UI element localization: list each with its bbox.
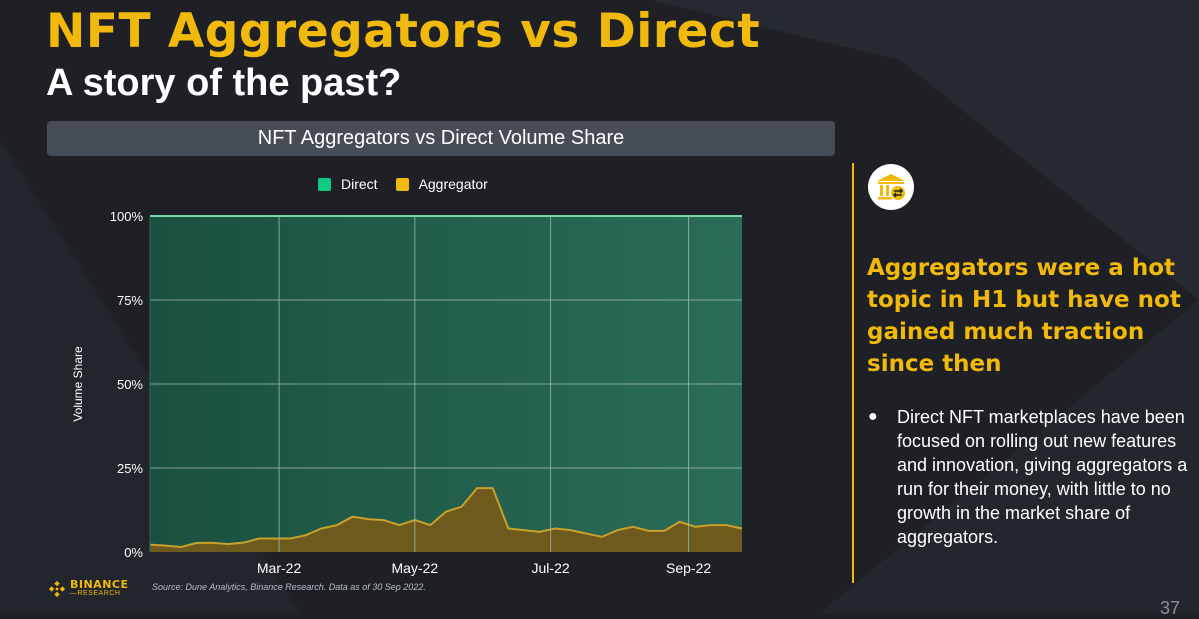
legend-swatch-aggregator (395, 177, 409, 191)
legend-swatch-direct (318, 177, 331, 191)
x-tick-label: Mar-22 (257, 560, 302, 576)
series-line-aggregator (149, 487, 743, 548)
bullet-dot: ● (868, 408, 878, 425)
chart-source-note: Source: Dune Analytics, Binance Research… (152, 582, 426, 592)
legend-item-direct: Direct (318, 176, 378, 192)
legend-label-aggregator: Aggregator (418, 176, 488, 192)
y-tick-label: 25% (117, 461, 143, 476)
y-tick-label: 0% (124, 545, 143, 560)
x-tick-label: Jul-22 (532, 560, 570, 576)
volume-share-chart: 0% 25% 50% 75% 100% Mar-22 May-22 Jul-22 Sep-22 V… (71, 209, 743, 576)
bank-transfer-icon (868, 164, 914, 210)
page-number: 37 (1160, 598, 1181, 618)
y-tick-label: 50% (117, 377, 143, 392)
y-tick-label: 75% (117, 293, 143, 308)
sidebar-headline: Aggregators were a hot topic in H1 but h… (867, 255, 1181, 377)
sidebar-bullet-text: Direct NFT marketplaces have been focuse… (897, 407, 1188, 547)
chart-title: NFT Aggregators vs Direct Volume Share (47, 121, 835, 156)
page-title: NFT Aggregators vs Direct (46, 4, 761, 59)
binance-research-logo: BINANCE —RESEARCH (48, 578, 129, 598)
series-area-direct (150, 216, 742, 547)
sidebar-bullet: ● Direct NFT marketplaces have been focu… (868, 405, 1193, 549)
logo-line2: —RESEARCH (70, 590, 121, 597)
legend-item-aggregator: Aggregator (395, 176, 488, 192)
chart-legend: Direct Aggregator (318, 176, 506, 192)
x-tick-label: May-22 (391, 560, 438, 576)
binance-diamond-icon (48, 580, 66, 598)
legend-label-direct: Direct (341, 176, 378, 192)
logo-line1: BINANCE (70, 578, 129, 591)
y-axis-label: Volume Share (71, 346, 85, 422)
logo-line2-text: RESEARCH (77, 590, 121, 597)
x-tick-label: Sep-22 (666, 560, 711, 576)
sidebar-divider (852, 163, 854, 583)
page-subtitle: A story of the past? (46, 62, 402, 104)
y-tick-label: 100% (110, 209, 144, 224)
